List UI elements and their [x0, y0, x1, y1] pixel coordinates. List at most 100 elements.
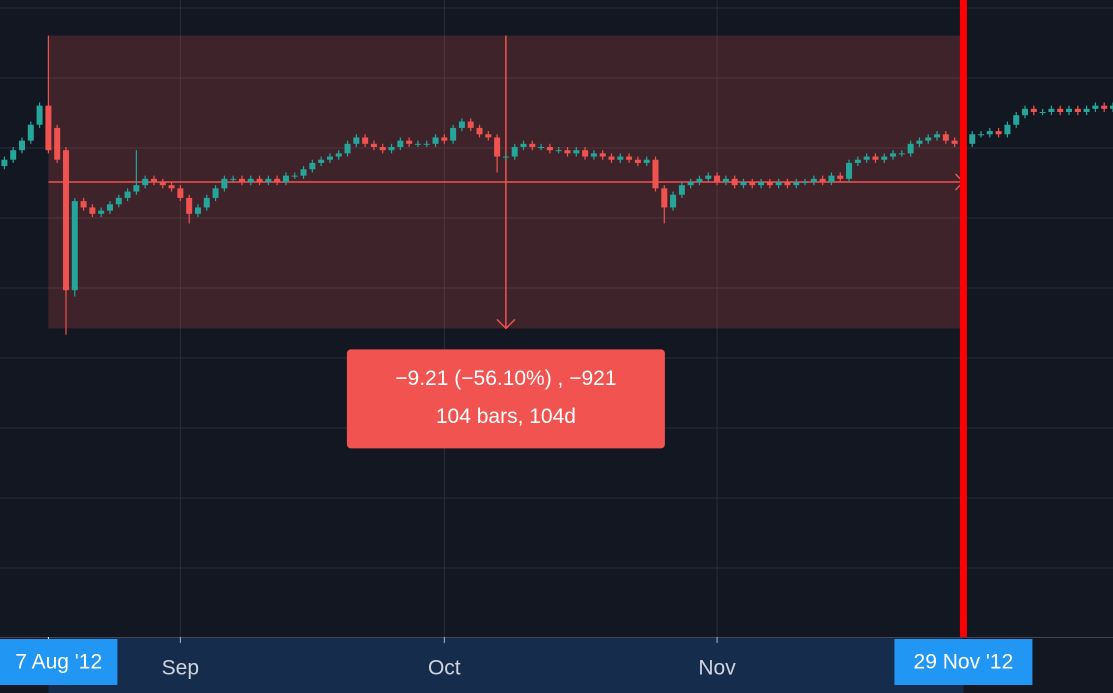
candle-body [758, 182, 765, 186]
candle-body [36, 105, 43, 125]
candle-body [740, 182, 747, 186]
candle-body [370, 143, 377, 147]
candle-body [71, 201, 78, 291]
candle-body [661, 188, 668, 208]
candle-body [432, 137, 439, 144]
candle-body [326, 156, 333, 160]
candle-body [388, 147, 395, 151]
candle-body [89, 207, 96, 214]
candle-body [212, 188, 219, 198]
candle-body [142, 178, 149, 186]
candle-body [1022, 108, 1029, 116]
candle-body [529, 143, 536, 147]
candle-body [872, 156, 879, 160]
candle-body [467, 121, 474, 128]
candle-body [265, 178, 272, 182]
candle-body [344, 143, 351, 154]
candle-body [98, 210, 105, 214]
candle-body [643, 159, 650, 163]
candle-body [511, 147, 518, 157]
candle-body [934, 134, 941, 138]
candle-body [828, 175, 835, 182]
candle-body [714, 175, 721, 182]
candle-body [1083, 108, 1090, 112]
candle-body [221, 178, 228, 189]
measure-label-box [346, 349, 665, 449]
candle-body [1110, 105, 1113, 109]
candle-body [274, 178, 281, 182]
candle-body [106, 204, 113, 211]
candle-body [802, 182, 809, 183]
range-label: 29 Nov '12 [914, 651, 1014, 674]
candle-body [810, 178, 817, 182]
candle-body [194, 207, 201, 214]
candle-body [652, 159, 659, 189]
candle-body [819, 178, 826, 182]
candle-body [722, 178, 729, 182]
candle-body [203, 197, 210, 208]
candle-body [168, 185, 175, 189]
candle-body [18, 140, 25, 151]
candle-body [626, 156, 633, 160]
candle-body [300, 169, 307, 176]
x-tick-label: Nov [698, 657, 736, 680]
candle-body [1013, 115, 1020, 125]
candle-body [494, 137, 501, 157]
candle-body [1048, 108, 1055, 112]
candle-body [1, 159, 8, 167]
candle-body [27, 124, 34, 141]
candle-body [1101, 105, 1108, 109]
candle-body [476, 127, 483, 135]
candle-body [247, 178, 254, 182]
candle-body [925, 137, 932, 141]
candle-body [634, 159, 641, 163]
range-label-box [0, 639, 118, 685]
candle-body [705, 175, 712, 179]
candle-body [564, 150, 571, 154]
candle-body [854, 159, 861, 163]
candle-body [863, 156, 870, 160]
x-tick-label: Sep [162, 657, 199, 680]
candle-body [10, 150, 17, 160]
candle-body [186, 197, 193, 214]
candle-body [318, 159, 325, 163]
candle-body [362, 137, 369, 144]
candle-body [951, 140, 958, 144]
candle-body [678, 185, 685, 195]
candle-body [485, 134, 492, 138]
candle-body [687, 182, 694, 186]
candle-body [335, 153, 342, 157]
candle-body [1066, 108, 1073, 112]
candle-body [502, 156, 509, 158]
axis-range-highlight [48, 638, 964, 693]
candle-body [1030, 108, 1037, 112]
candle-body [608, 156, 615, 160]
candle-body [256, 178, 263, 182]
candle-body [995, 131, 1002, 135]
candle-body [159, 182, 166, 186]
candle-body [1092, 105, 1099, 109]
measure-label: −9.21 (−56.10%) , −921 [395, 367, 616, 390]
candle-body [775, 182, 782, 186]
candle-body [793, 182, 800, 186]
measure-arrow [496, 318, 516, 330]
candle-body [353, 137, 360, 144]
candle-body [881, 156, 888, 160]
candle-body [986, 131, 993, 135]
candle-body [520, 143, 527, 147]
candle-body [115, 197, 122, 205]
candle-body [291, 175, 298, 177]
candle-body [696, 178, 703, 182]
measure-label: 104 bars, 104d [436, 405, 576, 428]
candle-body [890, 153, 897, 157]
candle-body [573, 150, 580, 154]
candle-body [282, 175, 289, 182]
range-label: 7 Aug '12 [15, 651, 102, 674]
candle-body [749, 182, 756, 186]
candle-body [45, 105, 52, 151]
candle-body [458, 121, 465, 128]
candle-body [54, 127, 61, 160]
candle-body [590, 153, 597, 157]
candle-body [837, 175, 844, 179]
